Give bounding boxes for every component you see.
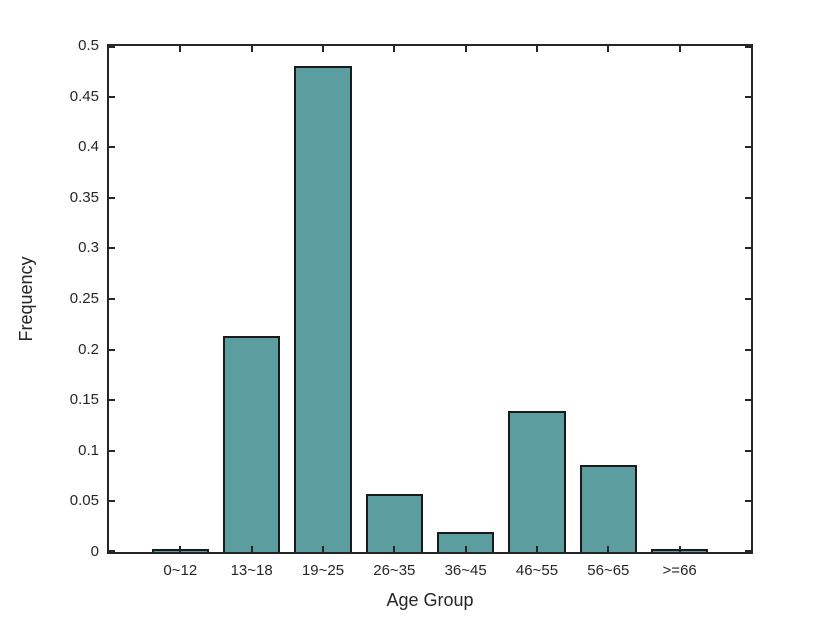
x-tick-mark (536, 546, 538, 552)
y-tick-label: 0.4 (78, 138, 99, 156)
y-tick-label: 0.3 (78, 239, 99, 257)
x-tick-label: 13~18 (230, 562, 273, 579)
x-tick-mark (464, 46, 467, 52)
x-tick-label: >=66 (662, 562, 697, 579)
y-tick-label: 0.5 (78, 37, 99, 54)
x-tick-mark (607, 46, 610, 52)
x-tick-mark (536, 46, 538, 52)
y-tick-mark (745, 95, 751, 98)
bar-56~65 (579, 464, 637, 552)
y-tick-mark (109, 348, 115, 351)
y-tick-mark (745, 146, 751, 149)
x-tick-mark (678, 546, 681, 552)
y-tick-mark (109, 550, 115, 552)
y-tick-label: 0.05 (69, 492, 99, 510)
x-tick-mark (464, 546, 467, 552)
y-tick-mark (109, 146, 115, 149)
x-tick-label: 56~65 (587, 562, 630, 579)
y-tick-label: 0 (90, 543, 99, 560)
x-tick-mark (393, 546, 396, 552)
x-tick-mark (322, 546, 324, 552)
y-tick-mark (745, 298, 751, 300)
y-tick-label: 0.35 (69, 188, 99, 206)
bar-19~25 (294, 66, 352, 552)
bar-46~55 (508, 411, 566, 552)
x-tick-mark (607, 546, 610, 552)
x-tick-label: 26~35 (373, 562, 416, 579)
y-tick-mark (745, 399, 751, 402)
y-tick-label: 0.15 (69, 391, 99, 409)
y-tick-mark (109, 399, 115, 402)
x-tick-label: 36~45 (444, 562, 487, 579)
y-tick-mark (109, 95, 115, 98)
y-tick-label: 0.1 (78, 441, 99, 459)
y-tick-label: 0.45 (69, 87, 99, 105)
y-tick-mark (109, 46, 115, 48)
y-tick-label: 0.25 (69, 290, 99, 307)
y-tick-mark (745, 449, 751, 452)
y-tick-mark (745, 247, 751, 250)
x-tick-mark (179, 546, 182, 552)
y-tick-mark (745, 196, 751, 199)
x-tick-mark (678, 46, 681, 52)
y-tick-mark (109, 298, 115, 300)
plot-inner (109, 46, 751, 552)
x-tick-mark (393, 46, 396, 52)
y-tick-mark (745, 46, 751, 48)
y-tick-label: 0.2 (78, 340, 99, 358)
x-tick-mark (322, 46, 324, 52)
y-tick-mark (109, 247, 115, 250)
x-tick-mark (250, 546, 253, 552)
x-tick-mark (179, 46, 182, 52)
bar-36~45 (437, 531, 495, 552)
x-tick-mark (250, 46, 253, 52)
y-tick-mark (109, 449, 115, 452)
y-tick-mark (745, 500, 751, 503)
y-axis-label: Frequency (16, 256, 36, 342)
plot-area (107, 44, 753, 554)
x-tick-label: 46~55 (515, 562, 559, 579)
y-tick-mark (745, 348, 751, 351)
x-tick-label: 19~25 (301, 562, 345, 579)
x-tick-label: 0~12 (163, 562, 198, 579)
y-tick-mark (109, 196, 115, 199)
bar-26~35 (365, 494, 423, 552)
bar-13~18 (223, 336, 281, 552)
y-tick-mark (745, 550, 751, 552)
x-axis-label: Age Group (386, 590, 474, 610)
y-tick-mark (109, 500, 115, 503)
